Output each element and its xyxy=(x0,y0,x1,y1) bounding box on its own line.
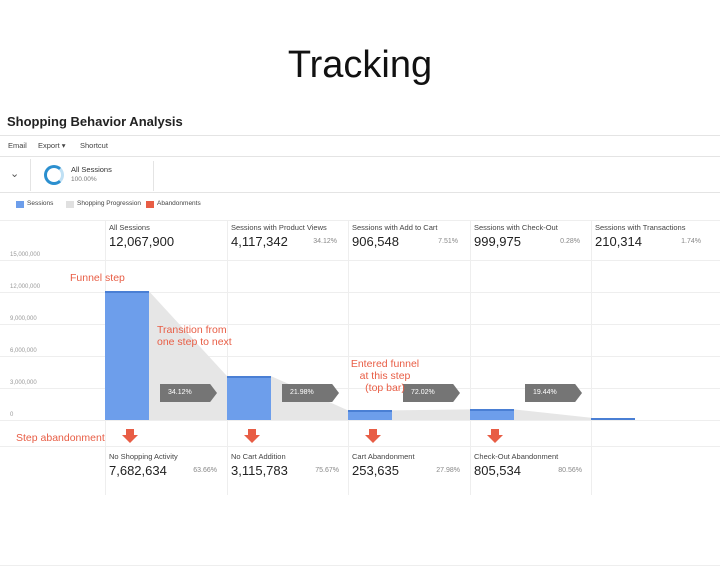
gridline xyxy=(0,388,720,389)
step-value: 4,117,342 xyxy=(231,234,288,249)
step-pct: 7.51% xyxy=(438,238,458,245)
step-value: 999,975 xyxy=(474,234,521,249)
abandonment-cell[interactable]: Check-Out Abandonment 805,534 80.56% xyxy=(470,448,590,492)
step-value: 210,314 xyxy=(595,234,642,249)
column-divider xyxy=(227,220,228,495)
step-pct: 34.12% xyxy=(313,238,337,245)
step-value: 12,067,900 xyxy=(109,234,175,249)
annotation-transition: Transition from one step to next xyxy=(157,324,232,348)
segment-card[interactable]: All Sessions 100.00% xyxy=(36,161,154,191)
abandonment-cell[interactable]: No Shopping Activity 7,682,634 63.66% xyxy=(105,448,225,492)
abandonment-cell[interactable]: No Cart Addition 3,115,783 75.67% xyxy=(227,448,347,492)
funnel-bar[interactable] xyxy=(470,409,514,420)
gridline xyxy=(0,260,720,261)
funnel-step-header[interactable]: Sessions with Product Views 4,117,342 34.1… xyxy=(227,220,347,260)
export-button[interactable]: Export ▾ xyxy=(38,141,66,150)
funnel-bar[interactable] xyxy=(227,376,271,420)
step-label: Sessions with Product Views xyxy=(231,223,327,232)
slide-title: Tracking xyxy=(287,44,433,86)
gridline xyxy=(0,292,720,293)
funnel-step-header[interactable]: Sessions with Add to Cart 906,548 7.51% xyxy=(348,220,468,260)
step-label: Sessions with Check-Out xyxy=(474,223,558,232)
step-pct: 1.74% xyxy=(681,238,701,245)
abandonment-pct: 63.66% xyxy=(193,467,217,474)
y-tick-label: 6,000,000 xyxy=(10,348,37,354)
bar-entered-segment xyxy=(591,417,635,420)
step-label: Sessions with Transactions xyxy=(595,223,686,232)
abandonment-arrows xyxy=(122,429,503,443)
legend-label: Shopping Progression xyxy=(77,200,141,207)
legend-swatch xyxy=(146,201,154,208)
y-tick-label: 15,000,000 xyxy=(10,252,41,258)
arrow-down-icon xyxy=(244,429,260,443)
funnel-step-header[interactable]: Sessions with Transactions 210,314 1.74% xyxy=(591,220,711,260)
footer-top-line xyxy=(0,446,720,447)
abandonment-label: No Shopping Activity xyxy=(109,452,178,461)
legend-label: Sessions xyxy=(27,200,54,207)
column-divider xyxy=(348,220,349,495)
funnel-bar[interactable] xyxy=(348,410,392,420)
transition-pill: 19.44% xyxy=(525,384,582,402)
column-divider xyxy=(591,220,592,495)
segment-name: All Sessions xyxy=(71,165,112,174)
step-label: All Sessions xyxy=(109,223,150,232)
segment-pct: 100.00% xyxy=(71,176,97,183)
gridline xyxy=(0,324,720,325)
annotation-abandonment: Step abandonment xyxy=(16,432,105,444)
funnel-bar[interactable] xyxy=(105,291,149,420)
abandonment-label: No Cart Addition xyxy=(231,452,286,461)
abandonment-pct: 27.98% xyxy=(436,467,460,474)
header-top-line xyxy=(0,220,720,221)
email-button[interactable]: Email xyxy=(8,141,27,150)
abandonment-cell[interactable]: Cart Abandonment 253,635 27.98% xyxy=(348,448,468,492)
abandonment-pct: 80.56% xyxy=(558,467,582,474)
funnel-chart: 15,000,000 12,000,000 9,000,000 6,000,000 3,… xyxy=(0,220,720,566)
y-tick-label: 3,000,000 xyxy=(10,380,37,386)
gridline xyxy=(0,420,720,421)
legend-label: Abandonments xyxy=(157,200,201,207)
report-toolbar: Email Export ▾ Shortcut xyxy=(0,135,720,157)
segment-ring-icon xyxy=(44,165,64,185)
arrow-down-icon xyxy=(487,429,503,443)
annotation-funnel-step: Funnel step xyxy=(70,272,125,284)
legend-swatch xyxy=(16,201,24,208)
transition-pill: 21.98% xyxy=(282,384,339,402)
abandonment-pct: 75.67% xyxy=(315,467,339,474)
transition-pill: 72.02% xyxy=(403,384,460,402)
y-tick-label: 12,000,000 xyxy=(10,284,41,290)
report-screenshot: Shopping Behavior Analysis Email Export … xyxy=(0,105,720,566)
abandonment-label: Check-Out Abandonment xyxy=(474,452,559,461)
step-pct: 0.28% xyxy=(560,238,580,245)
chevron-down-icon[interactable]: ⌄ xyxy=(10,168,20,180)
abandonment-value: 253,635 xyxy=(352,463,399,478)
transition-pill: 34.12% xyxy=(160,384,217,402)
report-title: Shopping Behavior Analysis xyxy=(7,114,183,129)
shortcut-button[interactable]: Shortcut xyxy=(80,141,108,150)
bar-entered-segment xyxy=(470,409,514,412)
bar-entered-segment xyxy=(348,410,392,413)
funnel-step-header[interactable]: All Sessions 12,067,900 xyxy=(105,220,225,260)
abandonment-label: Cart Abandonment xyxy=(352,452,415,461)
abandonment-value: 805,534 xyxy=(474,463,521,478)
step-label: Sessions with Add to Cart xyxy=(352,223,438,232)
funnel-step-header[interactable]: Sessions with Check-Out 999,975 0.28% xyxy=(470,220,590,260)
abandonment-value: 7,682,634 xyxy=(109,463,167,478)
segment-divider xyxy=(30,159,31,191)
bar-entered-segment xyxy=(227,376,271,379)
legend-swatch xyxy=(66,201,74,208)
progression-shape xyxy=(392,409,470,420)
y-tick-label: 9,000,000 xyxy=(10,316,37,322)
annotation-entered: Entered funnel at this step (top bar) xyxy=(350,358,420,394)
abandonment-value: 3,115,783 xyxy=(231,463,288,478)
step-value: 906,548 xyxy=(352,234,399,249)
column-divider xyxy=(470,220,471,495)
gridline xyxy=(0,356,720,357)
segment-bar: ⌄ All Sessions 100.00% xyxy=(0,157,720,193)
arrow-down-icon xyxy=(365,429,381,443)
bar-entered-segment xyxy=(105,291,149,294)
arrow-down-icon xyxy=(122,429,138,443)
y-tick-label: 0 xyxy=(10,412,14,418)
progression-shape xyxy=(514,409,591,420)
